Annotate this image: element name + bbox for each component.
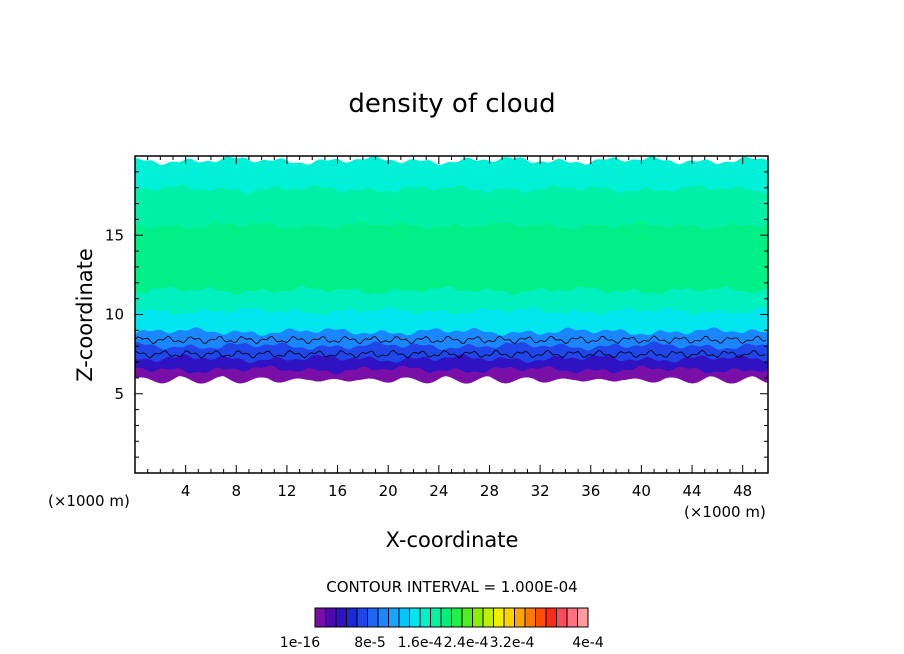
colorbar-swatch bbox=[461, 607, 473, 628]
x-tick-label: 36 bbox=[581, 482, 600, 500]
band-2 bbox=[135, 220, 768, 296]
colorbar-swatch bbox=[419, 607, 431, 628]
colorbar-label: 2.4e-4 bbox=[444, 635, 489, 651]
colorbar-swatch bbox=[335, 607, 347, 628]
colorbar-swatch bbox=[325, 607, 337, 628]
colorbar-swatch bbox=[493, 607, 505, 628]
x-tick-label: 12 bbox=[277, 482, 296, 500]
colorbar-swatch bbox=[514, 607, 526, 628]
colorbar-swatch bbox=[346, 607, 358, 628]
x-tick-label: 40 bbox=[632, 482, 651, 500]
contour-lines bbox=[135, 335, 766, 359]
chart-title: density of cloud bbox=[348, 89, 555, 119]
colorbar-label: 4e-4 bbox=[572, 635, 604, 651]
colorbar-swatch bbox=[388, 607, 400, 628]
colorbar-swatch bbox=[503, 607, 515, 628]
contour-line bbox=[135, 349, 766, 359]
x-tick-label: 4 bbox=[181, 482, 191, 500]
y-tick-label: 5 bbox=[114, 385, 124, 403]
colorbar-swatch bbox=[409, 607, 421, 628]
colorbar-swatch bbox=[577, 607, 589, 628]
plot-area bbox=[135, 156, 768, 384]
colorbar-label: 3.2e-4 bbox=[490, 635, 535, 651]
x-axis: 4 8 12 16 20 24 28 32 36 40 44 48 bbox=[147, 156, 756, 500]
y-axis-label: Z-coordinate bbox=[73, 248, 97, 382]
colorbar-swatch bbox=[367, 607, 379, 628]
colorbar-swatch bbox=[377, 607, 389, 628]
colorbar-swatch bbox=[451, 607, 463, 628]
colorbar-swatch bbox=[430, 607, 442, 628]
band-8 bbox=[135, 365, 768, 384]
x-axis-label: X-coordinate bbox=[386, 528, 519, 552]
x-tick-label: 24 bbox=[429, 482, 448, 500]
y-axis: 5 10 15 bbox=[105, 171, 768, 458]
x-tick-label: 28 bbox=[480, 482, 499, 500]
x-unit-right: (×1000 m) bbox=[684, 503, 766, 521]
colorbar-swatch bbox=[556, 607, 568, 628]
colorbar-label: 1.6e-4 bbox=[398, 635, 443, 651]
colorbar-swatch bbox=[472, 607, 484, 628]
x-unit-left: (×1000 m) bbox=[48, 492, 130, 510]
colorbar-swatch bbox=[356, 607, 368, 628]
colorbar-swatch bbox=[398, 607, 410, 628]
colorbar: 1e-16 8e-5 1.6e-4 2.4e-4 3.2e-4 4e-4 bbox=[280, 607, 604, 651]
colorbar-swatch bbox=[482, 607, 494, 628]
x-tick-label: 8 bbox=[232, 482, 242, 500]
y-tick-label: 10 bbox=[105, 306, 124, 324]
colorbar-swatch bbox=[440, 607, 452, 628]
x-tick-label: 44 bbox=[682, 482, 701, 500]
contour-interval-text: CONTOUR INTERVAL = 1.000E-04 bbox=[326, 578, 577, 596]
x-tick-label: 48 bbox=[733, 482, 752, 500]
colorbar-label: 8e-5 bbox=[354, 635, 385, 651]
colorbar-swatch bbox=[566, 607, 578, 628]
colorbar-label: 1e-16 bbox=[280, 635, 320, 651]
colorbar-swatch bbox=[535, 607, 547, 628]
contour-line bbox=[135, 335, 766, 345]
x-tick-label: 16 bbox=[328, 482, 347, 500]
colorbar-swatch bbox=[524, 607, 536, 628]
colorbar-swatch bbox=[314, 607, 326, 628]
x-tick-label: 32 bbox=[531, 482, 550, 500]
x-tick-label: 20 bbox=[379, 482, 398, 500]
colorbar-swatch bbox=[545, 607, 557, 628]
y-tick-label: 15 bbox=[105, 226, 124, 244]
